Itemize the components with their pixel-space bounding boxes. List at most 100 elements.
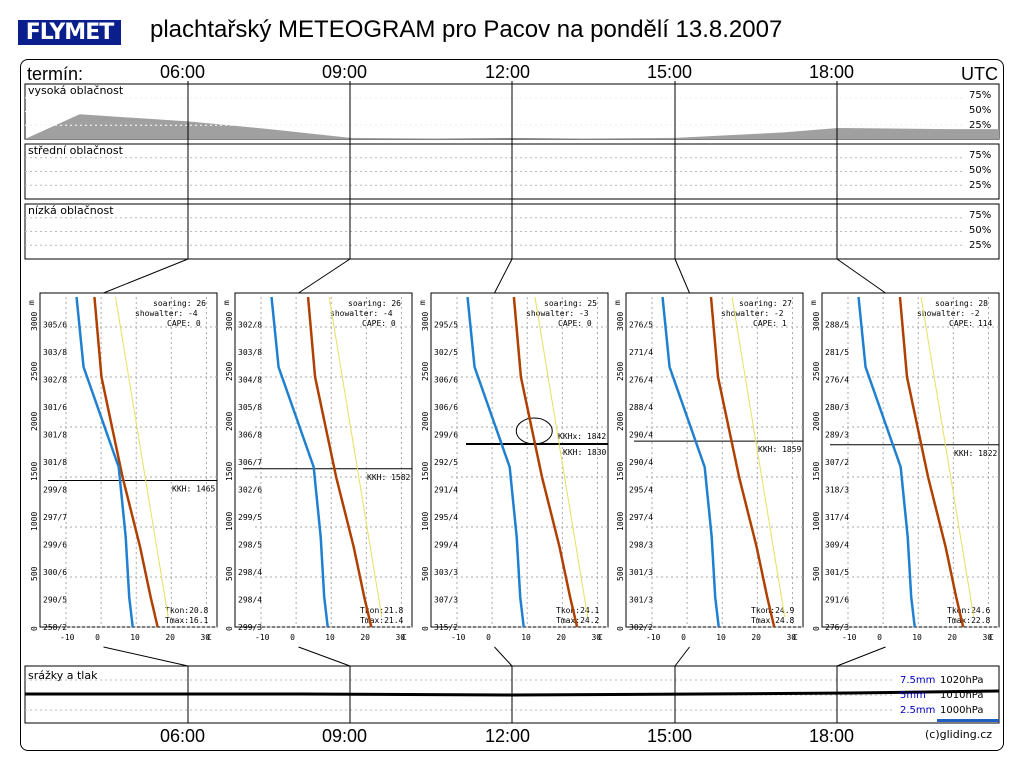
alt-tick-3-0: 0	[616, 626, 625, 631]
alt-tick-1-0: 0	[225, 626, 234, 631]
cape-4: CAPE: 114	[949, 319, 993, 328]
wind-label-0-1: 290/5	[43, 596, 67, 605]
wind-label-3-0: 302/2	[629, 623, 653, 632]
alt-tick-3-1: 500	[616, 566, 625, 581]
alt-tick-4-2: 1000	[812, 512, 821, 531]
alt-tick-4-4: 2000	[812, 412, 821, 431]
showalter-4: showalter: -2	[917, 309, 980, 318]
alt-tick-2-1: 500	[421, 566, 430, 581]
wind-label-4-10: 281/5	[825, 348, 849, 357]
high-cloud-label: vysoká oblačnost	[28, 84, 124, 97]
alt-tick-2-6: 3000	[421, 312, 430, 331]
wind-label-3-1: 301/3	[629, 596, 653, 605]
wind-label-3-4: 297/4	[629, 513, 653, 522]
dry-adiabat-4	[920, 296, 975, 618]
wind-label-4-8: 280/3	[825, 403, 849, 412]
credit: (c)gliding.cz	[925, 728, 993, 741]
mid-75: 75%	[969, 150, 992, 161]
alt-tick-3-2: 1000	[616, 512, 625, 531]
wind-label-2-7: 299/6	[434, 431, 458, 440]
low-50: 50%	[969, 225, 992, 236]
utc-label: UTC	[961, 64, 998, 84]
mid-50: 50%	[969, 165, 992, 176]
time-bottom-2: 12:00	[485, 726, 531, 746]
cape-3: CAPE: 1	[753, 319, 787, 328]
tmax-2: Tmax:24.2	[556, 616, 600, 625]
temp-tick-2-1: 0	[486, 633, 491, 642]
temp-tick-1-0: -10	[255, 633, 270, 642]
mid-25: 25%	[969, 180, 992, 191]
tmax-0: Tmax:16.1	[165, 616, 209, 625]
conn-bottom-4	[836, 646, 886, 667]
wind-label-4-11: 288/5	[825, 321, 849, 330]
temp-profile-3	[709, 296, 776, 628]
wind-label-4-6: 307/2	[825, 458, 849, 467]
alt-tick-1-4: 2000	[225, 412, 234, 431]
wind-label-0-8: 301/6	[43, 403, 67, 412]
low-25: 25%	[969, 240, 992, 251]
kkh-3: KKH: 1859	[758, 445, 802, 454]
temp-unit-1: C	[402, 633, 407, 642]
wind-label-3-3: 298/3	[629, 541, 653, 550]
alt-tick-4-0: 0	[812, 626, 821, 631]
alt-tick-0-2: 1000	[30, 512, 39, 531]
temp-tick-2-2: 10	[521, 633, 531, 642]
conn-top-2	[494, 258, 513, 294]
time-top-0: 06:00	[160, 62, 206, 82]
temp-tick-0-2: 10	[130, 633, 140, 642]
wind-label-1-4: 299/5	[238, 513, 262, 522]
wind-label-1-9: 304/8	[238, 376, 262, 385]
wind-label-4-9: 276/4	[825, 376, 849, 385]
alt-tick-0-1: 500	[30, 566, 39, 581]
wind-label-4-5: 318/3	[825, 486, 849, 495]
termin-label: termín:	[27, 64, 84, 84]
kkhx-2: KKHx: 1842	[558, 432, 606, 441]
temp-tick-1-1: 0	[290, 633, 295, 642]
wind-label-4-3: 309/4	[825, 541, 849, 550]
wind-label-0-0: 258/2	[43, 623, 67, 632]
wind-label-1-11: 302/8	[238, 321, 262, 330]
wind-label-1-5: 302/6	[238, 486, 262, 495]
alt-tick-2-4: 2000	[421, 412, 430, 431]
time-top-1: 09:00	[322, 62, 368, 82]
wind-label-1-0: 299/3	[238, 623, 262, 632]
wind-label-0-10: 303/8	[43, 348, 67, 357]
wind-label-2-9: 306/6	[434, 376, 458, 385]
wind-label-2-8: 306/6	[434, 403, 458, 412]
alt-unit-3: m	[613, 300, 622, 305]
alt-tick-3-4: 2000	[616, 412, 625, 431]
wind-label-0-5: 299/8	[43, 486, 67, 495]
wind-label-1-7: 306/8	[238, 431, 262, 440]
alt-tick-4-5: 2500	[812, 362, 821, 381]
page-title: plachtařský METEOGRAM pro Pacov na pondě…	[150, 16, 783, 43]
high-50: 50%	[969, 105, 992, 116]
temp-tick-0-0: -10	[60, 633, 75, 642]
soaring-0: soaring: 26	[153, 299, 206, 308]
alt-tick-1-1: 500	[225, 566, 234, 581]
alt-tick-3-3: 1500	[616, 462, 625, 481]
wind-label-4-7: 289/3	[825, 431, 849, 440]
wind-label-2-1: 307/3	[434, 596, 458, 605]
alt-tick-2-2: 1000	[421, 512, 430, 531]
wind-label-4-1: 291/6	[825, 596, 849, 605]
wind-label-3-11: 276/5	[629, 321, 653, 330]
wind-label-2-6: 292/5	[434, 458, 458, 467]
kkh-1: KKH: 1582	[367, 473, 411, 482]
tkon-2: Tkon:24.1	[556, 606, 600, 615]
soaring-1: soaring: 26	[348, 299, 401, 308]
alt-unit-2: m	[418, 300, 427, 305]
dew-profile-3	[661, 296, 720, 628]
time-top-3: 15:00	[647, 62, 693, 82]
tkon-4: Tkon:24.6	[947, 606, 991, 615]
temp-profile-4	[898, 296, 965, 628]
temp-tick-3-1: 0	[681, 633, 686, 642]
time-top-4: 18:00	[809, 62, 855, 82]
wind-label-3-7: 290/4	[629, 431, 653, 440]
alt-tick-4-1: 500	[812, 566, 821, 581]
alt-tick-1-5: 2500	[225, 362, 234, 381]
alt-tick-3-6: 3000	[616, 312, 625, 331]
flymet-logo: FLYMET	[18, 20, 121, 45]
conn-bottom-3	[674, 646, 690, 667]
wind-label-0-9: 302/8	[43, 376, 67, 385]
soaring-3: soaring: 27	[739, 299, 792, 308]
